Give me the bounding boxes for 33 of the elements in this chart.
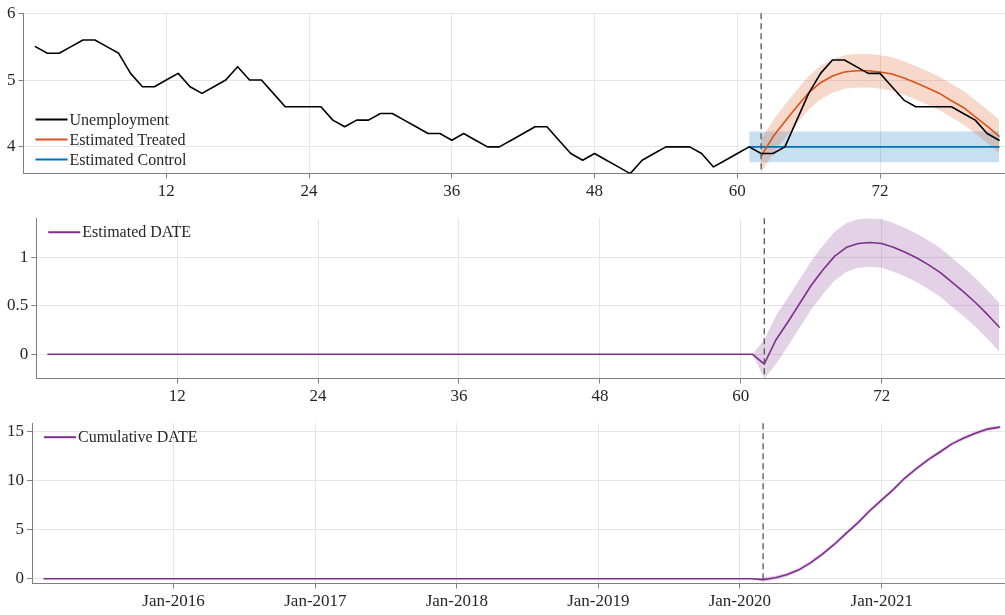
x-tick-label: Jan-2018 [425, 591, 489, 611]
y-tick-label: 10 [7, 469, 24, 489]
y-tick-label: 0.5 [7, 295, 29, 315]
x-tick-label: 48 [586, 181, 604, 201]
x-tick-label: Jan-2020 [708, 591, 772, 611]
x-tick-label: 48 [591, 386, 609, 406]
x-tick-label: 24 [309, 386, 328, 406]
y-tick-label: 6 [7, 2, 16, 22]
y-tick-label: 15 [7, 420, 24, 440]
y-tick-label: 5 [15, 518, 24, 538]
x-tick-label: 36 [443, 181, 461, 201]
x-tick-label: Jan-2017 [284, 591, 348, 611]
y-tick-label: 0 [15, 568, 24, 588]
legend-label: Estimated Treated [69, 130, 186, 148]
x-tick-label: 72 [873, 386, 891, 406]
x-tick-label: 24 [300, 181, 319, 201]
x-tick-label: 72 [871, 181, 889, 201]
legend-label: Unemployment [69, 110, 170, 129]
x-tick-label: 60 [732, 386, 750, 406]
legend-label: Cumulative DATE [78, 428, 198, 446]
legend-label: Estimated Control [69, 150, 187, 168]
legend-label: Estimated DATE [82, 223, 192, 241]
x-tick-label: 60 [728, 181, 746, 201]
x-tick-label: Jan-2021 [850, 591, 913, 611]
x-tick-label: 36 [450, 386, 468, 406]
x-tick-label: 12 [157, 181, 175, 201]
y-tick-label: 1 [19, 246, 29, 266]
x-tick-label: Jan-2019 [567, 591, 630, 611]
y-tick-label: 0 [19, 343, 29, 363]
x-tick-label: Jan-2016 [142, 591, 205, 611]
y-tick-label: 5 [7, 69, 16, 89]
x-tick-label: 12 [168, 386, 186, 406]
y-tick-label: 4 [7, 136, 16, 156]
